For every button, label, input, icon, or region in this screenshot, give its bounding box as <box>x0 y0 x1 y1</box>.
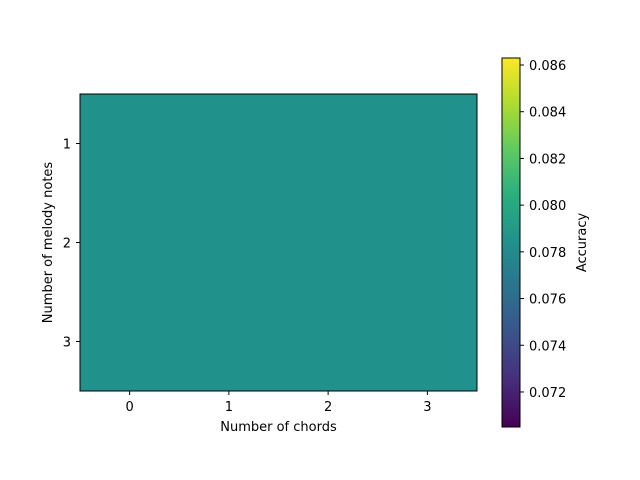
colorbar-tick-label: 0.072 <box>529 386 566 401</box>
x-axis-label: Number of chords <box>220 420 337 435</box>
heatmap-cell <box>278 193 379 293</box>
colorbar-tick-label: 0.074 <box>529 339 566 354</box>
heatmap-cell <box>377 94 478 194</box>
colorbar-tick-label: 0.082 <box>529 152 566 167</box>
x-tick-label: 0 <box>125 400 133 415</box>
heatmap-cell <box>278 94 379 194</box>
heatmap-cells <box>80 94 478 392</box>
y-tick-label: 1 <box>63 138 71 153</box>
heatmap-cell <box>278 292 379 392</box>
colorbar-tick-label: 0.080 <box>529 199 566 214</box>
heatmap-cell <box>179 193 279 293</box>
colorbar-tick-label: 0.084 <box>529 106 566 121</box>
x-tick-label: 3 <box>423 400 431 415</box>
heatmap-cell <box>80 292 180 392</box>
x-tick-label: 1 <box>225 400 233 415</box>
colorbar-tick-label: 0.086 <box>529 59 566 74</box>
colorbar-tick-label: 0.078 <box>529 246 566 261</box>
colorbar-ticks: 0.072 0.074 0.076 0.078 0.080 0.082 0.084 0.086 <box>520 59 566 401</box>
y-tick-label: 2 <box>63 237 71 252</box>
heatmap-cell <box>80 94 180 194</box>
y-axis-ticks: 1 2 3 <box>63 138 80 351</box>
heatmap-cell <box>179 94 279 194</box>
heatmap-cell <box>377 292 478 392</box>
y-tick-label: 3 <box>63 336 71 351</box>
colorbar-label: Accuracy <box>575 213 590 273</box>
x-axis-ticks: 0 1 2 3 <box>125 391 432 415</box>
x-tick-label: 2 <box>324 400 332 415</box>
heatmap-cell <box>377 193 478 293</box>
y-axis-label: Number of melody notes <box>41 162 56 324</box>
colorbar <box>501 57 521 428</box>
colorbar-tick-label: 0.076 <box>529 293 566 308</box>
heatmap-cell <box>80 193 180 293</box>
heatmap-cell <box>179 292 279 392</box>
